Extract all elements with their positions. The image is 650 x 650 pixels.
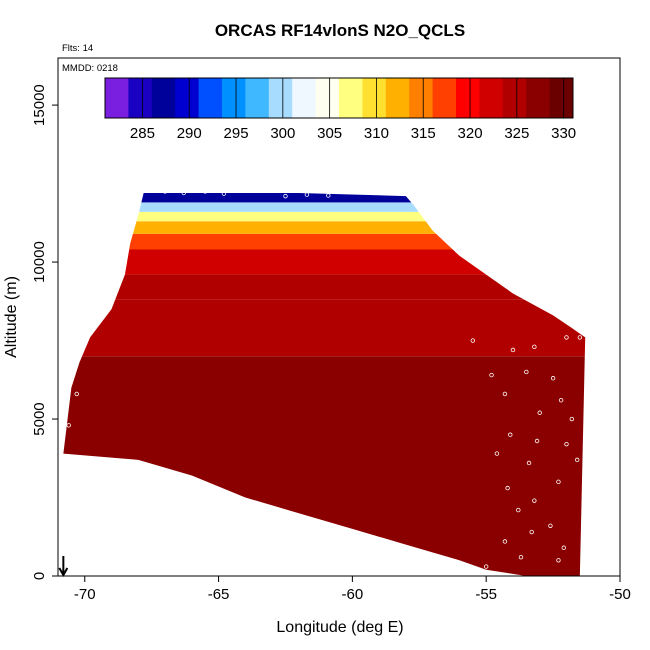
obs-point-10 xyxy=(502,391,508,397)
flights-note: Flts: 14 xyxy=(62,43,93,54)
colorbar-tick-label-6: 315 xyxy=(411,125,436,142)
colorbar-swatch-6 xyxy=(245,78,270,118)
colorbar-tick-label-2: 295 xyxy=(224,125,249,142)
obs-point-20 xyxy=(532,498,537,503)
obs-point-26 xyxy=(483,564,489,569)
colorbar-swatch-14 xyxy=(432,78,457,118)
obs-point-14 xyxy=(534,438,540,444)
obs-point-23 xyxy=(561,545,566,550)
y-tick-label-3: 15000 xyxy=(31,84,48,126)
colorbar-swatch-18 xyxy=(526,78,551,118)
obs-point-0 xyxy=(66,423,71,428)
obs-point-16 xyxy=(494,451,500,456)
colorbar-swatch-19 xyxy=(549,78,574,118)
colorbar-swatch-7 xyxy=(268,78,293,118)
colorbar-swatch-13 xyxy=(409,78,434,118)
obs-point-18 xyxy=(556,479,561,485)
colorbar: 285 290 295 300 305 310 315 320 325 330 xyxy=(104,77,576,142)
colorbar-swatch-1 xyxy=(128,78,153,118)
colorbar-tick-label-1: 290 xyxy=(177,125,202,142)
colorbar-tick-label-4: 305 xyxy=(317,125,342,142)
obs-point-25 xyxy=(518,554,524,560)
observation-points xyxy=(66,189,583,569)
colorbar-tick-label-9: 330 xyxy=(551,125,576,142)
obs-point-9 xyxy=(550,376,556,381)
obs-point-3 xyxy=(510,347,516,353)
y-axis-label: Altitude (m) xyxy=(3,276,20,358)
colorbar-swatch-16 xyxy=(479,78,504,118)
obs-point-12 xyxy=(558,397,564,403)
y-tick-label-1: 5000 xyxy=(31,402,48,435)
obs-point-13 xyxy=(508,432,513,437)
x-axis-label: Longitude (deg E) xyxy=(276,619,403,636)
obs-point-30 xyxy=(569,416,575,422)
x-axis: -70 -65 -60 -55 -50 xyxy=(74,576,631,603)
colorbar-swatch-9 xyxy=(315,78,340,118)
obs-point-32 xyxy=(181,190,186,196)
colorbar-frame xyxy=(104,77,574,119)
colorbar-swatch-4 xyxy=(198,78,223,118)
obs-point-21 xyxy=(548,523,553,528)
obs-point-33 xyxy=(202,189,208,194)
colorbar-swatch-2 xyxy=(151,78,176,118)
region-layer-1 xyxy=(63,299,586,357)
obs-point-31 xyxy=(162,189,168,194)
obs-point-34 xyxy=(221,191,227,196)
obs-point-2 xyxy=(470,338,476,343)
obs-point-24 xyxy=(502,539,508,544)
obs-point-35 xyxy=(283,193,288,199)
colorbar-tick-label-7: 320 xyxy=(458,125,483,142)
colorbar-swatch-3 xyxy=(175,78,200,118)
obs-point-27 xyxy=(556,558,561,563)
colorbar-swatch-10 xyxy=(339,78,363,118)
colorbar-swatch-12 xyxy=(385,78,410,118)
x-tick-label-3: -55 xyxy=(475,586,497,603)
obs-point-5 xyxy=(564,335,569,340)
chart-title: ORCAS RF14vlonS N2O_QCLS xyxy=(215,21,465,40)
colorbar-swatch-17 xyxy=(502,78,527,118)
y-tick-label-0: 0 xyxy=(31,572,48,580)
colorbar-tick-label-3: 300 xyxy=(270,125,295,142)
obs-point-8 xyxy=(524,369,529,375)
start-marker-arrow xyxy=(58,556,69,578)
x-tick-label-4: -50 xyxy=(609,586,631,603)
region-layer-7 xyxy=(63,202,586,212)
marker-head xyxy=(58,567,69,578)
obs-point-7 xyxy=(489,372,494,378)
obs-point-15 xyxy=(564,441,569,447)
plot-frame xyxy=(57,57,621,577)
colorbar-swatch-8 xyxy=(292,78,317,118)
obs-point-11 xyxy=(537,410,542,415)
colorbar-tick-label-0: 285 xyxy=(130,125,155,142)
obs-point-29 xyxy=(574,457,580,463)
y-tick-label-2: 10000 xyxy=(31,241,48,283)
colorbar-swatch-0 xyxy=(105,78,129,118)
colorbar-tick-label-8: 325 xyxy=(504,125,529,142)
obs-point-1 xyxy=(74,391,79,397)
obs-point-6 xyxy=(577,335,583,340)
colorbar-swatch-11 xyxy=(362,78,387,118)
obs-point-17 xyxy=(526,460,532,466)
obs-point-22 xyxy=(529,529,534,535)
x-tick-label-1: -65 xyxy=(208,586,230,603)
x-tick-label-0: -70 xyxy=(74,586,96,603)
y-axis: 0 5000 10000 15000 xyxy=(31,84,58,580)
x-tick-label-2: -60 xyxy=(342,586,364,603)
colorbar-swatch-5 xyxy=(222,78,246,118)
obs-point-36 xyxy=(304,192,310,197)
colorbar-swatch-15 xyxy=(456,78,480,118)
obs-point-37 xyxy=(326,193,331,198)
colorbar-tick-label-5: 310 xyxy=(364,125,389,142)
obs-point-28 xyxy=(516,507,521,513)
region-layer-6 xyxy=(63,211,586,222)
obs-point-19 xyxy=(505,485,510,491)
date-note: MMDD: 0218 xyxy=(62,63,118,74)
obs-point-4 xyxy=(532,344,537,350)
region-layer-8 xyxy=(63,192,586,203)
